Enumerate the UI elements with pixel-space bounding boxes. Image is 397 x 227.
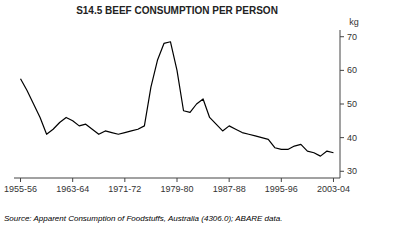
source: Source: Apparent Consumption of Foodstuf… (4, 214, 282, 223)
x-tick (333, 178, 334, 182)
y-tick-label: 60 (347, 65, 357, 75)
x-tick (72, 178, 73, 182)
x-tick-label: 2003-04 (317, 184, 350, 194)
x-tick (20, 178, 21, 182)
chart: S14.5 BEEF CONSUMPTION PER PERSON 30 40 50 6… (0, 0, 397, 227)
line (21, 42, 334, 156)
y-tick-label: 40 (347, 133, 357, 143)
y-tick (340, 171, 344, 172)
x-tick-label: 1995-96 (265, 184, 298, 194)
x-tick (124, 178, 125, 182)
y-tick (340, 137, 344, 138)
y-axis-label: kg (349, 17, 359, 27)
x-tick-label: 1979-80 (160, 184, 193, 194)
y-tick-label: 70 (347, 32, 357, 42)
x-tick (177, 178, 178, 182)
x-tick-label: 1987-88 (213, 184, 246, 194)
x-tick (281, 178, 282, 182)
x-tick-label: 1955-56 (4, 184, 37, 194)
x-tick-label: 1963-64 (56, 184, 89, 194)
y-tick (340, 104, 344, 105)
title: S14.5 BEEF CONSUMPTION PER PERSON (76, 5, 278, 16)
y-tick-label: 50 (347, 99, 357, 109)
y-tick (340, 36, 344, 37)
x-tick (229, 178, 230, 182)
y-tick-label: 30 (347, 166, 357, 176)
x-tick-label: 1971-72 (108, 184, 141, 194)
plot-area (21, 42, 334, 156)
y-tick (340, 70, 344, 71)
